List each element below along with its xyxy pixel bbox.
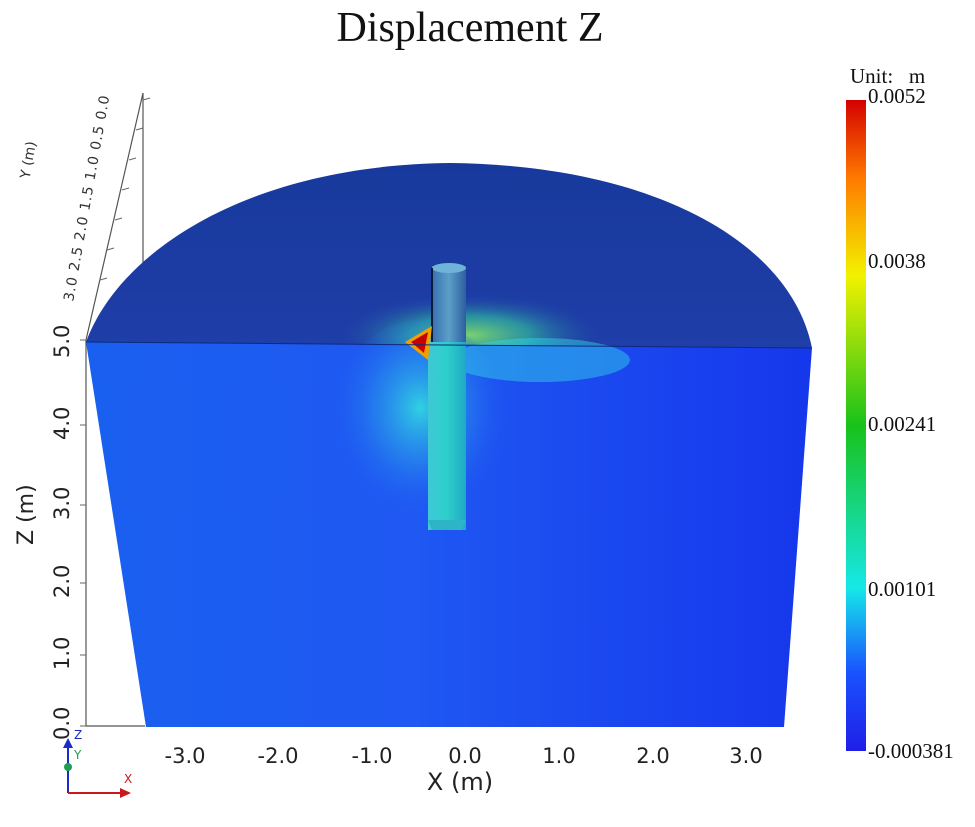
x-tick: 3.0 <box>729 744 763 768</box>
x-tick: -1.0 <box>351 744 393 768</box>
y-axis-ticks <box>99 97 151 281</box>
z-axis-label: Z (m) <box>14 484 39 545</box>
colorbar-tick: 0.00241 <box>868 412 937 436</box>
z-tick: 5.0 <box>50 324 74 358</box>
triad-x-label: X <box>124 772 133 786</box>
pile-shaft <box>428 340 466 530</box>
x-tick: 2.0 <box>636 744 670 768</box>
z-tick: 2.0 <box>50 564 74 598</box>
colorbar-tick: -0.000381 <box>868 739 954 763</box>
pile-head <box>432 266 466 342</box>
domain-front-face <box>86 342 812 727</box>
x-tick: -3.0 <box>164 744 206 768</box>
x-tick: 0.0 <box>448 744 482 768</box>
z-tick: 1.0 <box>50 636 74 670</box>
z-tick: 4.0 <box>50 406 74 440</box>
triad-y-label: Y <box>74 748 82 762</box>
x-axis-label: X (m) <box>426 768 494 796</box>
colorbar-unit-label: Unit: m <box>850 64 926 88</box>
triad-z-label: Z <box>74 728 83 742</box>
z-axis-ticks <box>80 339 86 727</box>
chart-title: Displacement Z <box>336 5 604 51</box>
z-tick: 0.0 <box>50 706 74 740</box>
x-tick: -2.0 <box>257 744 299 768</box>
pile-tip <box>428 520 466 530</box>
colorbar-tick: 0.0052 <box>868 84 926 108</box>
colorbar-tick: 0.0038 <box>868 249 926 273</box>
domain-top-surface <box>86 163 812 348</box>
z-tick: 3.0 <box>50 486 74 520</box>
orientation-triad <box>63 738 131 798</box>
colorbar-tick: 0.00101 <box>868 577 937 601</box>
front-glow-right <box>450 338 630 382</box>
pile-head-cap <box>432 263 466 273</box>
x-tick: 1.0 <box>542 744 576 768</box>
colorbar <box>846 100 866 751</box>
